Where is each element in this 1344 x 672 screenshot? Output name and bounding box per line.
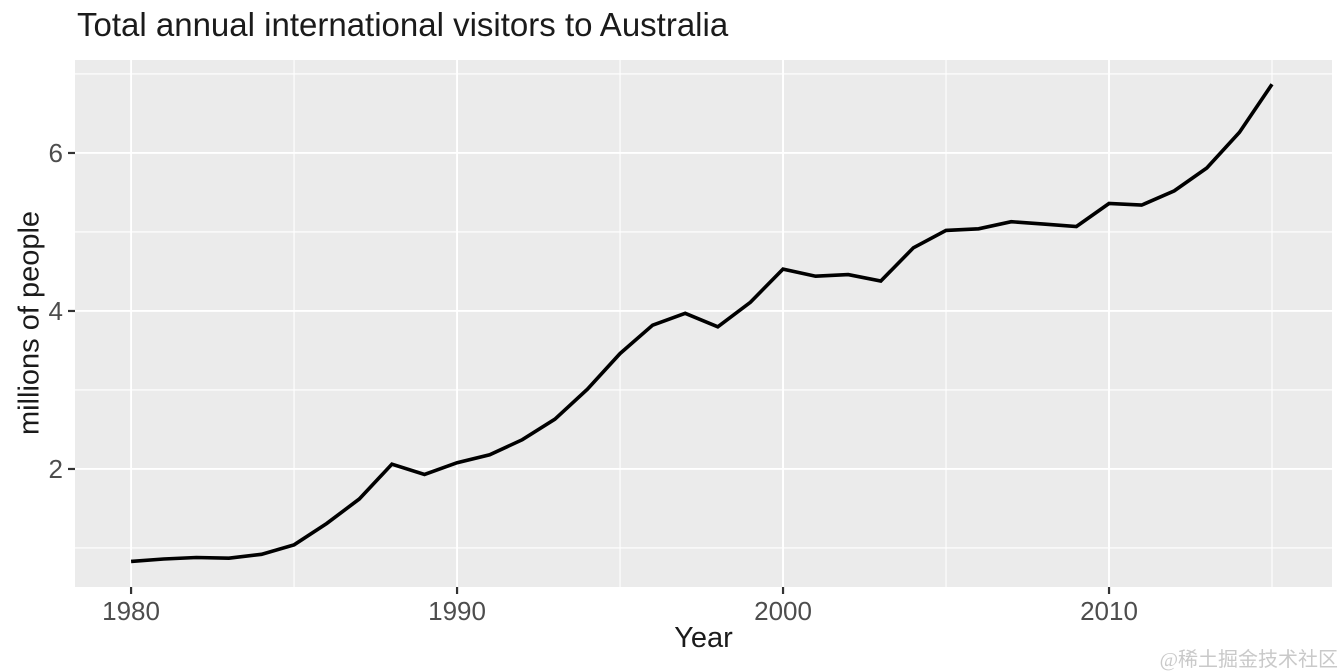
chart-title: Total annual international visitors to A… xyxy=(77,6,729,43)
panel-background xyxy=(75,60,1332,587)
x-tick-label: 1990 xyxy=(428,596,486,626)
y-axis-title: millions of people xyxy=(13,210,46,436)
x-tick-label: 1980 xyxy=(102,596,160,626)
y-tick-label: 4 xyxy=(49,296,63,326)
x-tick-label: 2000 xyxy=(754,596,812,626)
y-tick-label: 2 xyxy=(49,454,63,484)
visitors-line xyxy=(130,83,1274,564)
y-tick-label: 6 xyxy=(49,138,63,168)
x-tick-label: 2010 xyxy=(1080,596,1138,626)
watermark-text: @稀土掘金技术社区 xyxy=(1159,649,1338,671)
x-axis-title: Year xyxy=(674,622,733,654)
